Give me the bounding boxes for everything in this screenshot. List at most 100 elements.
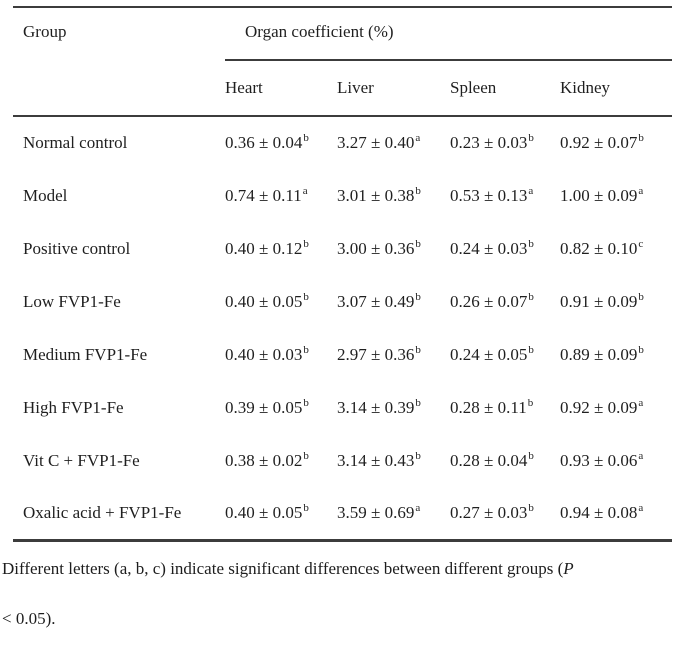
liver-value-cell: 2.97 ± 0.36b <box>337 328 450 381</box>
kidney-value-cell: 0.92 ± 0.07b <box>560 116 672 169</box>
significance-letter: b <box>415 184 421 197</box>
value-text: 0.91 ± 0.09 <box>560 291 638 311</box>
significance-letter: b <box>527 396 534 409</box>
significance-letter: b <box>638 343 644 356</box>
group-label: Positive control <box>23 238 131 258</box>
value-text: 0.27 ± 0.03 <box>450 502 528 522</box>
table-row-high-fvp1-fe: High FVP1-Fe 0.39 ± 0.05b 3.14 ± 0.39b 0… <box>13 381 672 434</box>
value-text: 3.01 ± 0.38 <box>337 185 415 205</box>
value-text: 0.40 ± 0.03 <box>225 344 303 364</box>
value-text: 3.27 ± 0.40 <box>337 133 415 152</box>
header-row-top: Group Organ coefficient (%) <box>13 7 673 117</box>
significance-letter: a <box>415 132 421 145</box>
significance-letter: b <box>528 343 534 356</box>
value-text: 3.59 ± 0.69 <box>337 502 415 522</box>
value-text: 0.94 ± 0.08 <box>560 502 638 522</box>
table-row-model: Model 0.74 ± 0.11a 3.01 ± 0.38b 0.53 ± 0… <box>13 169 672 222</box>
value-text: 3.14 ± 0.39 <box>337 397 415 417</box>
table-row-vitc-fvp1-fe: Vit C + FVP1-Fe 0.38 ± 0.02b 3.14 ± 0.43… <box>13 434 672 487</box>
spleen-value-cell: 0.24 ± 0.05b <box>450 328 560 381</box>
table-row-low-fvp1-fe: Low FVP1-Fe 0.40 ± 0.05b 3.07 ± 0.49b 0.… <box>13 275 672 328</box>
table-header: Group Organ coefficient (%) Heart Liver … <box>13 7 673 117</box>
significance-letter: a <box>528 184 534 197</box>
liver-value-cell: 3.07 ± 0.49b <box>337 275 450 328</box>
spleen-value-cell: 0.23 ± 0.03b <box>450 116 560 169</box>
footnote-text: Different letters (a, b, c) indicate sig… <box>2 558 564 578</box>
header-row-organs: Heart Liver Spleen Kidney <box>13 60 673 117</box>
significance-letter: b <box>303 343 309 356</box>
significance-letter: b <box>303 502 309 515</box>
kidney-value-cell: 0.92 ± 0.09a <box>560 381 672 434</box>
significance-letter: a <box>638 396 644 409</box>
significance-letter: b <box>415 343 421 356</box>
value-text: 0.93 ± 0.06 <box>560 450 638 470</box>
spleen-value-cell: 0.26 ± 0.07b <box>450 275 560 328</box>
table-row-medium-fvp1-fe: Medium FVP1-Fe 0.40 ± 0.03b 2.97 ± 0.36b… <box>13 328 672 381</box>
group-label: Medium FVP1-Fe <box>23 344 148 364</box>
organ-coefficient-table: Group Organ coefficient (%) Heart Liver … <box>13 6 673 542</box>
spleen-value-cell: 0.28 ± 0.04b <box>450 434 560 487</box>
significance-letter: b <box>415 237 421 250</box>
column-header-liver: Liver <box>337 60 450 117</box>
kidney-value-cell: 0.94 ± 0.08a <box>560 487 672 540</box>
kidney-value-cell: 0.93 ± 0.06a <box>560 434 672 487</box>
heart-value-cell: 0.40 ± 0.05b <box>225 487 337 540</box>
group-label: High FVP1-Fe <box>23 397 124 417</box>
heart-value-cell: 0.39 ± 0.05b <box>225 381 337 434</box>
liver-value-cell: 3.27 ± 0.40a <box>337 116 450 169</box>
significance-letter: a <box>638 449 644 462</box>
liver-value-cell: 3.59 ± 0.69a <box>337 487 450 540</box>
value-text: 0.82 ± 0.10 <box>560 238 638 258</box>
significance-letter: a <box>415 502 421 515</box>
significance-letter: c <box>638 237 644 250</box>
heart-value-cell: 0.74 ± 0.11a <box>225 169 337 222</box>
heart-value-cell: 0.36 ± 0.04b <box>225 116 337 169</box>
value-text: 0.39 ± 0.05 <box>225 397 303 417</box>
table-body: Normal control 0.36 ± 0.04b 3.27 ± 0.40a… <box>13 116 672 540</box>
value-text: 3.14 ± 0.43 <box>337 450 415 470</box>
liver-value-cell: 3.00 ± 0.36b <box>337 222 450 275</box>
footnote-line-1: Different letters (a, b, c) indicate sig… <box>2 556 678 582</box>
kidney-value-cell: 0.82 ± 0.10c <box>560 222 672 275</box>
liver-value-cell: 3.14 ± 0.43b <box>337 434 450 487</box>
heart-value-cell: 0.40 ± 0.05b <box>225 275 337 328</box>
footnote-p-symbol: P <box>563 558 574 578</box>
table-row-normal-control: Normal control 0.36 ± 0.04b 3.27 ± 0.40a… <box>13 116 672 169</box>
value-text: 3.00 ± 0.36 <box>337 238 415 258</box>
group-label: Vit C + FVP1-Fe <box>23 450 140 470</box>
kidney-value-cell: 0.91 ± 0.09b <box>560 275 672 328</box>
liver-value-cell: 3.14 ± 0.39b <box>337 381 450 434</box>
value-text: 0.40 ± 0.05 <box>225 291 303 311</box>
heart-value-cell: 0.40 ± 0.03b <box>225 328 337 381</box>
footnote-line-2: < 0.05). <box>2 608 56 628</box>
value-text: 0.23 ± 0.03 <box>450 133 528 152</box>
table-footnote: Different letters (a, b, c) indicate sig… <box>2 556 678 632</box>
significance-letter: b <box>528 502 534 515</box>
value-text: 1.00 ± 0.09 <box>560 185 638 205</box>
value-text: 0.28 ± 0.04 <box>450 450 528 470</box>
value-text: 0.89 ± 0.09 <box>560 344 638 364</box>
significance-letter: b <box>638 290 644 303</box>
span-header-organ-coefficient: Organ coefficient (%) <box>225 7 673 61</box>
significance-letter: b <box>303 396 309 409</box>
heart-value-cell: 0.38 ± 0.02b <box>225 434 337 487</box>
value-text: 0.28 ± 0.11 <box>450 397 527 417</box>
spleen-value-cell: 0.28 ± 0.11b <box>450 381 560 434</box>
value-text: 0.36 ± 0.04 <box>225 133 303 152</box>
significance-letter: a <box>302 184 308 197</box>
liver-value-cell: 3.01 ± 0.38b <box>337 169 450 222</box>
table-row-positive-control: Positive control 0.40 ± 0.12b 3.00 ± 0.3… <box>13 222 672 275</box>
column-header-kidney: Kidney <box>560 60 673 117</box>
value-text: 0.24 ± 0.03 <box>450 238 528 258</box>
significance-letter: a <box>638 184 644 197</box>
spleen-value-cell: 0.24 ± 0.03b <box>450 222 560 275</box>
significance-letter: b <box>528 290 534 303</box>
value-text: 0.74 ± 0.11 <box>225 185 302 205</box>
significance-letter: b <box>528 132 534 145</box>
kidney-value-cell: 0.89 ± 0.09b <box>560 328 672 381</box>
group-label: Low FVP1-Fe <box>23 291 121 311</box>
value-text: 0.26 ± 0.07 <box>450 291 528 311</box>
significance-letter: b <box>303 132 309 145</box>
value-text: 0.53 ± 0.13 <box>450 185 528 205</box>
significance-letter: b <box>638 132 644 145</box>
